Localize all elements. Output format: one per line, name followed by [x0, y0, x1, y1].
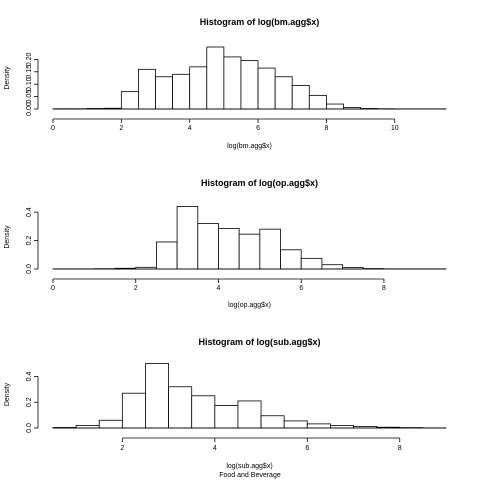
histogram-bar	[156, 241, 178, 270]
histogram-panel-3: Histogram of log(sub.agg$x) 2 4 6 8 0.0 0.2 0.4…	[4, 337, 447, 470]
y-axis-label: Density	[4, 225, 11, 249]
y-tick-label: 0.4	[26, 207, 33, 217]
x-tick-label: 4	[188, 125, 192, 132]
chart-title: Histogram of log(op.agg$x)	[201, 178, 318, 188]
x-tick-label: 0	[51, 285, 55, 292]
histogram-bar	[223, 56, 242, 110]
histogram-bar	[145, 363, 169, 429]
x-axis-label: log(sub.agg$x)	[226, 463, 272, 470]
histogram-bar	[214, 405, 239, 429]
y-axis-label: Density	[4, 382, 11, 406]
histogram-bar	[197, 223, 219, 270]
x-tick-label: 6	[305, 445, 309, 452]
x-tick-label: 8	[324, 125, 328, 132]
x-axis-label: log(op.agg$x)	[228, 302, 271, 309]
histogram-bar	[189, 66, 208, 110]
x-axis-label: log(bm.agg$x)	[227, 143, 272, 150]
histogram-bar	[138, 68, 156, 110]
y-tick-label: 0.0	[26, 423, 33, 433]
y-axis-label: Density	[4, 66, 11, 90]
histogram-panel-2: Histogram of log(op.agg$x) 0 2 4 6 8 0.0 0.2 0.4…	[4, 178, 447, 309]
x-tick-label: 8	[382, 285, 386, 292]
x-axis	[121, 437, 401, 442]
y-tick-label: 0.0	[26, 264, 33, 274]
histogram-bar	[283, 420, 308, 429]
y-tick-label: 0.4	[26, 371, 33, 381]
x-axis	[52, 118, 396, 123]
y-tick-label: 0.05	[26, 90, 33, 104]
y-tick-label: 0.00	[26, 102, 33, 116]
histogram-bar	[240, 60, 259, 110]
histogram-bar	[321, 264, 343, 270]
x-tick-label: 6	[299, 285, 303, 292]
histogram-bar	[176, 206, 199, 270]
histogram-bar	[274, 76, 293, 110]
histogram-bar	[206, 46, 225, 110]
y-tick-label: 0.10	[26, 77, 33, 91]
histogram-bar	[259, 228, 281, 270]
histogram-bar	[238, 233, 261, 270]
x-tick-label: 10	[391, 125, 399, 132]
histogram-bar	[306, 423, 331, 429]
histogram-bar	[280, 249, 302, 270]
histogram-bar	[237, 400, 262, 429]
histogram-panel-1: Histogram of log(bm.agg$x) 0 2 4 6 8 10 0.000.0…	[4, 17, 447, 150]
y-tick-label: 0.20	[26, 52, 33, 66]
histogram-bar	[257, 67, 276, 110]
x-tick-label: 2	[134, 285, 138, 292]
y-axis	[34, 211, 39, 270]
histogram-bar	[291, 85, 310, 110]
y-tick-label: 0.2	[26, 397, 33, 407]
y-tick-label: 0.2	[26, 236, 33, 246]
y-axis	[34, 59, 39, 110]
histogram-bar	[218, 228, 240, 270]
chart-title: Histogram of log(sub.agg$x)	[198, 337, 320, 347]
histogram-bar	[98, 419, 123, 429]
x-tick-label: 2	[120, 445, 124, 452]
histogram-bar	[260, 415, 285, 429]
histogram-bar	[325, 103, 344, 110]
histogram-bar	[308, 94, 327, 110]
histogram-bar	[300, 257, 323, 270]
histogram-bar	[191, 395, 216, 429]
chart-title: Histogram of log(bm.agg$x)	[200, 17, 320, 27]
figure-caption: Food and Beverage	[219, 472, 281, 479]
x-axis	[52, 278, 385, 283]
x-tick-label: 4	[213, 445, 217, 452]
histogram-bar	[155, 76, 174, 110]
x-tick-label: 8	[398, 445, 402, 452]
y-axis	[34, 376, 39, 429]
histogram-bar	[120, 91, 139, 110]
histogram-bar	[172, 73, 191, 110]
x-tick-label: 4	[217, 285, 221, 292]
y-tick-label: 0.15	[26, 65, 33, 79]
histogram-bar	[168, 386, 193, 429]
histogram-bar	[121, 392, 146, 429]
x-tick-label: 2	[119, 125, 123, 132]
x-tick-label: 0	[51, 125, 55, 132]
x-tick-label: 6	[256, 125, 260, 132]
